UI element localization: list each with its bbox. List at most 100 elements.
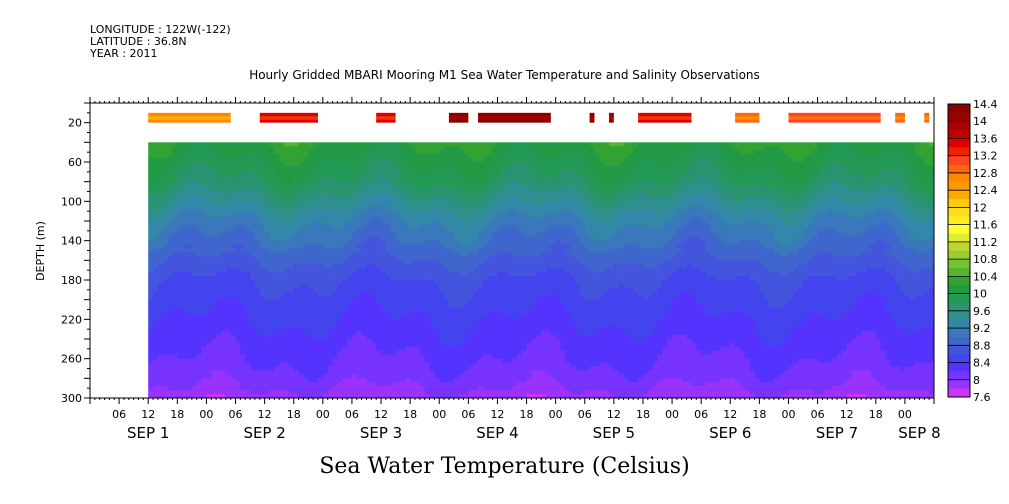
heatmap-cell [254,331,261,336]
heatmap-cell [400,276,406,281]
heatmap-cell [347,299,353,304]
heatmap-cell [434,252,440,257]
heatmap-cell [220,201,227,206]
heatmap-cell [235,299,241,304]
heatmap-cell [473,228,479,234]
heatmap-cell [385,295,392,301]
heatmap-cell [288,342,295,348]
heatmap-cell [448,362,455,367]
heatmap-cell [157,295,164,301]
heatmap-cell [259,189,266,194]
heatmap-cell [337,339,343,344]
heatmap-cell [434,201,440,206]
heatmap-cell [492,268,498,273]
heatmap-cell [458,382,464,387]
heatmap-cell [371,346,377,352]
heatmap-cell [351,248,358,253]
heatmap-cell [148,378,154,383]
heatmap-cell [317,268,324,273]
heatmap-cell [385,205,392,210]
heatmap-cell [497,165,503,171]
heatmap-cell [381,283,387,289]
heatmap-cell [507,185,513,190]
heatmap-cell [458,374,464,379]
heatmap-cell [410,185,416,190]
heatmap-cell [468,193,474,198]
heatmap-cell [317,350,324,356]
heatmap-cell [434,177,440,183]
heatmap-cell [230,287,236,293]
heatmap-cell [410,181,416,186]
heatmap-cell [487,358,493,363]
heatmap-cell [182,362,188,367]
heatmap-cell [240,272,246,277]
heatmap-cell [298,217,304,222]
heatmap-cell [269,236,275,242]
heatmap-cell [463,276,469,281]
heatmap-cell [439,386,445,391]
heatmap-cell [153,252,159,257]
heatmap-cell [230,327,236,332]
heatmap-cell [259,362,266,367]
heatmap-cell [284,283,290,289]
heatmap-cell [502,256,508,261]
heatmap-cell [347,358,353,363]
heatmap-cell [434,268,440,273]
heatmap-cell [482,358,489,363]
heatmap-cell [487,256,493,261]
heatmap-cell [448,252,455,257]
heatmap-cell [381,154,387,159]
heatmap-cell [468,213,474,218]
heatmap-cell [240,221,246,226]
heatmap-cell [230,358,236,363]
heatmap-cell [206,378,212,383]
heatmap-cell [453,339,460,344]
heatmap-cell [157,264,164,269]
heatmap-cell [395,335,401,340]
heatmap-cell [347,287,353,293]
heatmap-cell [356,162,363,167]
heatmap-cell [502,260,508,265]
heatmap-cell [177,173,183,179]
heatmap-cell [463,240,469,245]
heatmap-cell [162,315,169,320]
heatmap-cell [245,240,251,245]
heatmap-cell [259,358,266,363]
heatmap-cell [424,142,430,147]
heatmap-cell [245,366,251,371]
heatmap-cell [405,394,411,398]
heatmap-cell [148,224,154,230]
heatmap-cell [497,240,503,245]
heatmap-cell [284,228,290,234]
heatmap-cell [201,276,207,281]
heatmap-cell [148,339,154,344]
heatmap-cell [187,240,193,245]
heatmap-cell [376,331,382,336]
heatmap-cell [376,327,382,332]
heatmap-cell [167,323,173,328]
heatmap-cell [196,169,202,175]
heatmap-cell [172,386,178,391]
heatmap-cell [487,283,493,289]
heatmap-cell [153,221,159,226]
heatmap-cell [167,268,173,273]
heatmap-cell [458,299,464,304]
heatmap-cell [444,283,450,289]
heatmap-cell [473,283,479,289]
heatmap-cell [381,193,387,198]
heatmap-cell [512,378,518,383]
heatmap-cell [279,283,285,289]
heatmap-cell [269,272,275,277]
heatmap-cell [206,228,212,234]
heatmap-cell [264,327,270,332]
heatmap-cell [424,193,430,198]
heatmap-cell [419,240,426,245]
heatmap-cell [322,158,329,163]
heatmap-cell [225,221,232,226]
heatmap-cell [196,221,202,226]
heatmap-cell [220,354,227,360]
heatmap-cell [453,382,460,387]
heatmap-cell [201,185,207,190]
heatmap-cell [235,228,241,234]
heatmap-cell [182,154,188,159]
